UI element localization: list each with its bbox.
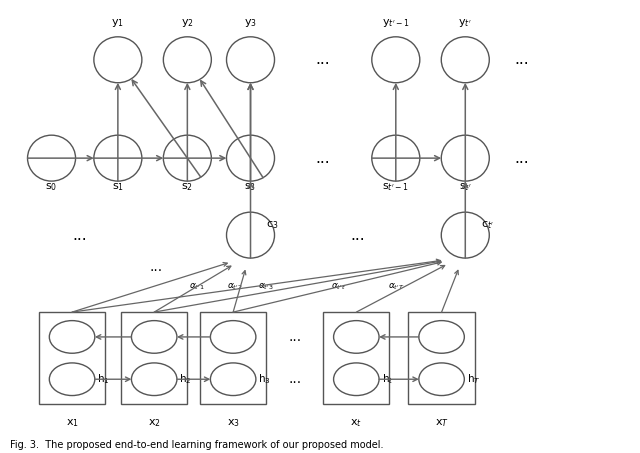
- Text: y$_{t'}$: y$_{t'}$: [458, 17, 472, 29]
- Ellipse shape: [372, 135, 420, 181]
- Text: y$_2$: y$_2$: [181, 17, 194, 29]
- Text: x$_2$: x$_2$: [148, 417, 161, 429]
- Text: $\alpha_{t't}$: $\alpha_{t't}$: [332, 281, 346, 292]
- Bar: [323, 312, 390, 404]
- Text: c$_3$: c$_3$: [266, 219, 279, 231]
- Text: h$_t$: h$_t$: [381, 372, 394, 386]
- Ellipse shape: [227, 135, 275, 181]
- Ellipse shape: [131, 363, 177, 395]
- Ellipse shape: [419, 363, 465, 395]
- Ellipse shape: [227, 37, 275, 83]
- Text: y$_{t'-1}$: y$_{t'-1}$: [382, 17, 410, 29]
- Text: h$_3$: h$_3$: [259, 372, 271, 386]
- Text: ...: ...: [515, 151, 529, 166]
- Text: h$_1$: h$_1$: [97, 372, 110, 386]
- Text: Fig. 3.  The proposed end-to-end learning framework of our proposed model.: Fig. 3. The proposed end-to-end learning…: [10, 440, 384, 450]
- Text: c$_{t'}$: c$_{t'}$: [481, 219, 494, 231]
- Text: $\alpha_{t'1}$: $\alpha_{t'1}$: [189, 281, 205, 292]
- Bar: [408, 312, 475, 404]
- Ellipse shape: [442, 37, 490, 83]
- Text: $\alpha_{t'2}$: $\alpha_{t'2}$: [227, 281, 243, 292]
- Text: ...: ...: [316, 151, 330, 166]
- Bar: [39, 312, 105, 404]
- Ellipse shape: [163, 37, 211, 83]
- Ellipse shape: [131, 321, 177, 353]
- Ellipse shape: [227, 212, 275, 258]
- Ellipse shape: [94, 135, 142, 181]
- Ellipse shape: [333, 363, 379, 395]
- Text: s$_0$: s$_0$: [45, 182, 58, 193]
- Ellipse shape: [49, 321, 95, 353]
- Text: ...: ...: [73, 227, 87, 243]
- Text: ...: ...: [288, 330, 301, 344]
- Text: ...: ...: [515, 52, 529, 67]
- Ellipse shape: [333, 321, 379, 353]
- Text: s$_{t'}$: s$_{t'}$: [459, 182, 472, 193]
- Ellipse shape: [28, 135, 76, 181]
- Text: ...: ...: [316, 52, 330, 67]
- Text: x$_T$: x$_T$: [435, 417, 449, 429]
- Bar: [121, 312, 188, 404]
- Ellipse shape: [211, 363, 256, 395]
- Text: x$_1$: x$_1$: [66, 417, 79, 429]
- Ellipse shape: [49, 363, 95, 395]
- Text: h$_2$: h$_2$: [179, 372, 192, 386]
- Ellipse shape: [94, 37, 142, 83]
- Text: y$_1$: y$_1$: [111, 17, 124, 29]
- Ellipse shape: [419, 321, 465, 353]
- Text: s$_{t'-1}$: s$_{t'-1}$: [382, 182, 410, 193]
- Text: ...: ...: [149, 260, 163, 274]
- Ellipse shape: [211, 321, 256, 353]
- Ellipse shape: [163, 135, 211, 181]
- Text: x$_t$: x$_t$: [350, 417, 362, 429]
- Ellipse shape: [442, 135, 490, 181]
- Text: y$_3$: y$_3$: [244, 17, 257, 29]
- Text: $\alpha_{t'T}$: $\alpha_{t'T}$: [387, 281, 404, 292]
- Text: ...: ...: [351, 227, 365, 243]
- Text: s$_1$: s$_1$: [112, 182, 124, 193]
- Text: s$_2$: s$_2$: [181, 182, 193, 193]
- Text: $\alpha_{t'3}$: $\alpha_{t'3}$: [259, 281, 274, 292]
- Ellipse shape: [442, 212, 490, 258]
- Text: x$_3$: x$_3$: [227, 417, 239, 429]
- Text: h$_T$: h$_T$: [467, 372, 481, 386]
- Text: s$_3$: s$_3$: [244, 182, 257, 193]
- Text: ...: ...: [288, 372, 301, 386]
- Bar: [200, 312, 266, 404]
- Ellipse shape: [372, 37, 420, 83]
